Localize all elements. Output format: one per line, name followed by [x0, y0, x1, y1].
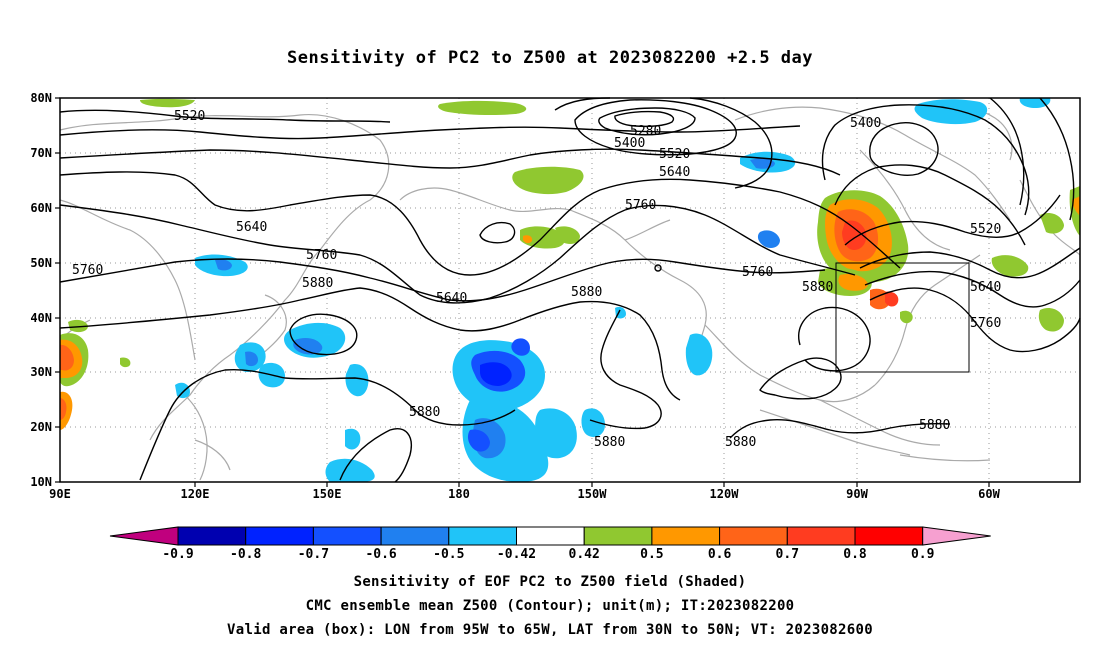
colorbar-level-label: -0.7 [298, 547, 329, 562]
valid-area-box [835, 262, 970, 373]
lon-label: 150W [578, 487, 608, 501]
caption-line-3: Valid area (box): LON from 95W to 65W, L… [227, 622, 873, 638]
colorbar-segment [854, 526, 924, 546]
coastlines [59, 106, 1081, 481]
contour-label: 5640 [436, 291, 467, 306]
contour-label: 5280 [630, 124, 661, 139]
lon-label: 180 [448, 487, 470, 501]
colorbar-segment [651, 526, 721, 546]
caption-line-1: Sensitivity of EOF PC2 to Z500 field (Sh… [353, 574, 747, 590]
lat-label: 50N [30, 256, 52, 270]
caption-line-2: CMC ensemble mean Z500 (Contour); unit(m… [305, 598, 795, 614]
colorbar-segment [177, 526, 247, 546]
contour-label: 5880 [571, 285, 602, 300]
lat-label: 70N [30, 146, 52, 160]
colorbar [109, 526, 991, 546]
axis-ticks [55, 97, 990, 487]
contour-label: 5640 [236, 220, 267, 235]
colorbar-level-label: -0.42 [497, 547, 536, 562]
lon-label: 120W [710, 487, 740, 501]
colorbar-segment [719, 526, 788, 546]
contour-label: 5880 [919, 418, 950, 433]
contour-label: 5400 [850, 116, 881, 131]
contour-label: 5520 [174, 109, 205, 124]
colorbar-level-label: -0.5 [433, 547, 464, 562]
colorbar-triangle-low [109, 526, 179, 546]
colorbar-level-label: 0.9 [911, 547, 934, 562]
colorbar-level-label: -0.9 [162, 547, 193, 562]
lat-label: 60N [30, 201, 52, 215]
negative-sensitivity-shading [175, 98, 1051, 482]
contour-label: 5880 [725, 435, 756, 450]
z500-contours [59, 97, 1081, 483]
colorbar-triangle-high [922, 526, 991, 546]
colorbar-level-label: -0.6 [365, 547, 396, 562]
latitude-labels: 80N 70N 60N 50N 40N 30N 20N 10N [30, 91, 52, 489]
lat-label: 30N [30, 365, 52, 379]
contour-label: 5640 [970, 280, 1001, 295]
contour-label: 5880 [594, 435, 625, 450]
colorbar-level-label: 0.5 [640, 547, 663, 562]
contour-label: 5880 [802, 280, 833, 295]
longitude-labels: 90E 120E 150E 180 150W 120W 90W 60W [49, 487, 1000, 501]
contour-label: 5400 [614, 136, 645, 151]
map-frame [59, 97, 1081, 483]
contour-label: 5760 [970, 316, 1001, 331]
colorbar-segment [448, 526, 517, 546]
contour-labels: 5520 5280 5400 5520 5640 5400 5640 5760 … [72, 109, 1001, 450]
map-panel: 5520 5280 5400 5520 5640 5400 5640 5760 … [55, 97, 1081, 487]
colorbar-segment [786, 526, 856, 546]
lat-label: 40N [30, 311, 52, 325]
colorbar-segment [245, 526, 314, 546]
contour-label: 5520 [970, 222, 1001, 237]
colorbar-level-label: 0.7 [776, 547, 799, 562]
contour-label: 5760 [72, 263, 103, 278]
colorbar-level-label: 0.8 [843, 547, 867, 562]
colorbar-segment [380, 526, 450, 546]
lat-label: 80N [30, 91, 52, 105]
lon-label: 120E [181, 487, 210, 501]
contour-label: 5880 [302, 276, 333, 291]
lon-label: 60W [978, 487, 1000, 501]
lon-label: 90W [846, 487, 868, 501]
contour-label: 5760 [625, 198, 656, 213]
colorbar-level-label: 0.42 [569, 547, 600, 562]
colorbar-segment [516, 526, 585, 546]
colorbar-segment [583, 526, 653, 546]
contour-label: 5760 [306, 248, 337, 263]
lat-label: 10N [30, 475, 52, 489]
contour-label: 5640 [659, 165, 690, 180]
lon-label: 90E [49, 487, 71, 501]
colorbar-level-label: -0.8 [230, 547, 261, 562]
contour-label: 5520 [659, 147, 690, 162]
contour-label: 5880 [409, 405, 440, 420]
lon-label: 150E [313, 487, 342, 501]
colorbar-level-label: 0.6 [708, 547, 732, 562]
figure-title: Sensitivity of PC2 to Z500 at 2023082200… [286, 48, 813, 68]
colorbar-labels: -0.9 -0.8 -0.7 -0.6 -0.5 -0.42 0.42 0.5 0.6 0.7 0.… [162, 547, 934, 562]
lat-label: 20N [30, 420, 52, 434]
colorbar-segment [312, 526, 382, 546]
contour-label: 5760 [742, 265, 773, 280]
